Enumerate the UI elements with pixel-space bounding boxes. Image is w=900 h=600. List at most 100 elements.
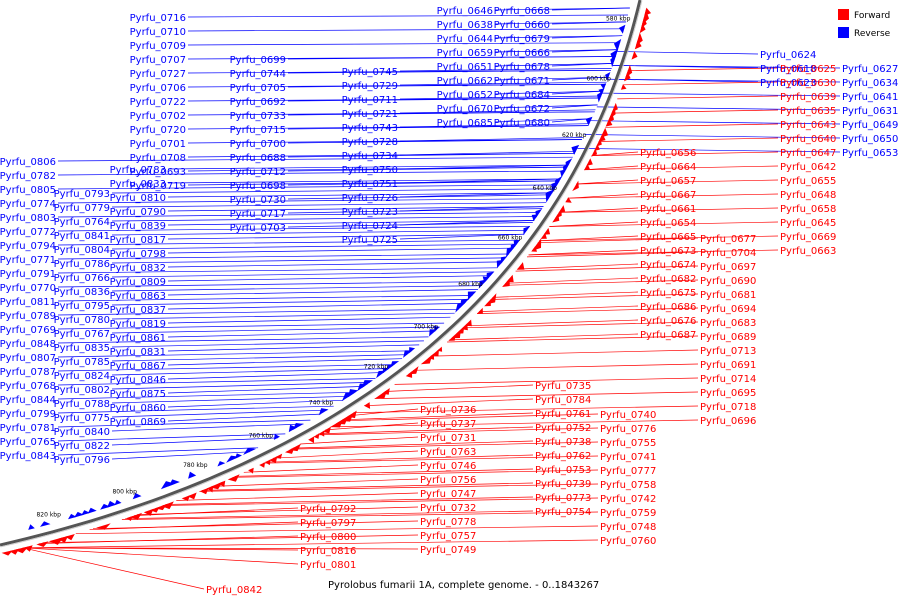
gene-leader-line xyxy=(57,184,558,190)
gene-label: Pyrfu_0670 xyxy=(437,104,493,115)
gene-label: Pyrfu_0839 xyxy=(110,221,166,232)
gene-leader-line xyxy=(57,322,445,330)
gene-leader-line xyxy=(584,134,841,139)
gene-label: Pyrfu_0795 xyxy=(54,301,110,312)
forward-gene-mark xyxy=(437,346,443,352)
gene-leader-line xyxy=(243,464,419,473)
gene-leader-line xyxy=(348,408,419,417)
gene-label: Pyrfu_0658 xyxy=(780,204,836,215)
reverse-gene-mark xyxy=(68,513,77,520)
gene-label: Pyrfu_0715 xyxy=(230,125,286,136)
scale-tick-label: 620 kbp xyxy=(562,132,587,139)
forward-gene-mark xyxy=(65,534,75,541)
gene-label: Pyrfu_0726 xyxy=(342,193,398,204)
gene-label: Pyrfu_0745 xyxy=(342,67,398,78)
gene-label: Pyrfu_0766 xyxy=(54,273,110,284)
gene-leader-line xyxy=(528,249,639,256)
scale-tick-label: 600 kbp xyxy=(586,76,611,83)
gene-label: Pyrfu_0666 xyxy=(494,48,550,59)
forward-gene-mark xyxy=(448,334,456,341)
gene-leader-line xyxy=(384,384,534,392)
gene-leader-line xyxy=(265,454,534,463)
gene-leader-line xyxy=(57,419,311,428)
gene-label: Pyrfu_0719 xyxy=(130,181,186,192)
forward-gene-mark xyxy=(161,501,174,510)
gene-leader-line xyxy=(134,507,299,516)
gene-label: Pyrfu_0707 xyxy=(130,55,186,66)
gene-label: Pyrfu_0646 xyxy=(437,6,493,17)
gene-label: Pyrfu_0784 xyxy=(535,395,591,406)
gene-label: Pyrfu_0663 xyxy=(780,246,836,257)
gene-label: Pyrfu_0765 xyxy=(0,437,56,448)
gene-leader-line xyxy=(201,482,534,491)
forward-gene-mark xyxy=(584,163,590,171)
gene-label: Pyrfu_0824 xyxy=(54,371,110,382)
gene-leader-line xyxy=(399,81,607,86)
gene-label: Pyrfu_0776 xyxy=(600,424,656,435)
forward-gene-mark xyxy=(96,523,111,530)
gene-label: Pyrfu_0659 xyxy=(437,48,493,59)
gene-label: Pyrfu_0754 xyxy=(535,507,591,518)
reverse-gene-mark xyxy=(348,389,359,398)
gene-leader-line xyxy=(447,335,699,343)
reverse-gene-mark xyxy=(598,88,605,95)
genome-backbone xyxy=(0,0,642,547)
forward-gene-mark xyxy=(289,443,302,452)
forward-gene-mark xyxy=(572,180,579,192)
gene-leader-line xyxy=(287,125,589,130)
gene-leader-line xyxy=(167,358,403,366)
gene-label: Pyrfu_0739 xyxy=(535,479,591,490)
gene-leader-line xyxy=(57,378,376,386)
gene-leader-line xyxy=(364,398,534,407)
forward-gene-mark xyxy=(420,354,433,365)
forward-gene-mark xyxy=(1,550,13,556)
gene-label: Pyrfu_0750 xyxy=(342,165,398,176)
gene-leader-line xyxy=(611,109,779,114)
gene-label: Pyrfu_0816 xyxy=(300,546,356,557)
gene-leader-line xyxy=(57,225,531,232)
gene-leader-line xyxy=(617,95,779,100)
gene-leader-line xyxy=(567,193,639,199)
reverse-gene-mark xyxy=(500,256,508,264)
gene-label: Pyrfu_0657 xyxy=(640,176,696,187)
gene-leader-line xyxy=(167,178,561,184)
gene-leader-line xyxy=(399,220,535,226)
forward-gene-mark xyxy=(620,84,627,90)
gene-label: Pyrfu_0711 xyxy=(342,95,398,106)
gene-label: Pyrfu_0764 xyxy=(54,217,110,228)
gene-label: Pyrfu_0755 xyxy=(600,438,656,449)
gene-label: Pyrfu_0645 xyxy=(780,218,836,229)
gene-label: Pyrfu_0686 xyxy=(640,302,696,313)
gene-leader-line xyxy=(551,76,609,81)
gene-leader-line xyxy=(234,468,534,477)
reverse-gene-mark xyxy=(40,521,51,527)
forward-gene-mark xyxy=(486,293,497,305)
gene-label: Pyrfu_0729 xyxy=(342,81,398,92)
gene-leader-line xyxy=(602,92,841,97)
gene-leader-line xyxy=(111,299,469,306)
forward-gene-mark xyxy=(248,467,254,474)
gene-leader-line xyxy=(111,340,424,348)
gene-leader-line xyxy=(300,436,419,445)
gene-leader-line xyxy=(111,451,250,460)
gene-leader-line xyxy=(622,81,779,86)
gene-leader-line xyxy=(199,483,599,492)
gene-label: Pyrfu_0691 xyxy=(700,360,756,371)
gene-leader-line xyxy=(340,413,599,422)
gene-label: Pyrfu_0763 xyxy=(420,447,476,458)
reverse-gene-mark xyxy=(361,380,373,389)
reverse-gene-mark xyxy=(188,471,197,479)
gene-label: Pyrfu_0848 xyxy=(0,339,56,350)
forward-gene-mark xyxy=(516,262,525,270)
gene-label: Pyrfu_0761 xyxy=(535,409,591,420)
gene-leader-line xyxy=(121,511,599,520)
gene-label: Pyrfu_0649 xyxy=(842,120,898,131)
gene-leader-line xyxy=(57,336,429,344)
gene-label: Pyrfu_0644 xyxy=(437,34,493,45)
gene-leader-line xyxy=(111,382,370,390)
gene-label: Pyrfu_0758 xyxy=(600,480,656,491)
gene-leader-line xyxy=(494,90,604,95)
gene-leader-line xyxy=(111,368,390,376)
gene-label: Pyrfu_0674 xyxy=(640,260,696,271)
